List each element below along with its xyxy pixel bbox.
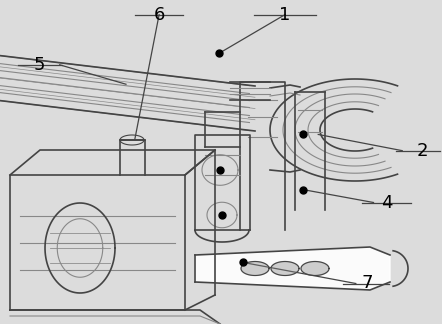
Polygon shape bbox=[195, 247, 390, 290]
Text: 6: 6 bbox=[153, 6, 165, 24]
Text: 4: 4 bbox=[381, 193, 392, 212]
Polygon shape bbox=[271, 261, 299, 275]
Polygon shape bbox=[301, 261, 329, 275]
Text: 5: 5 bbox=[34, 56, 46, 74]
Text: 2: 2 bbox=[416, 142, 428, 160]
Polygon shape bbox=[241, 261, 269, 275]
Text: 7: 7 bbox=[361, 274, 373, 293]
Text: 1: 1 bbox=[279, 6, 291, 24]
